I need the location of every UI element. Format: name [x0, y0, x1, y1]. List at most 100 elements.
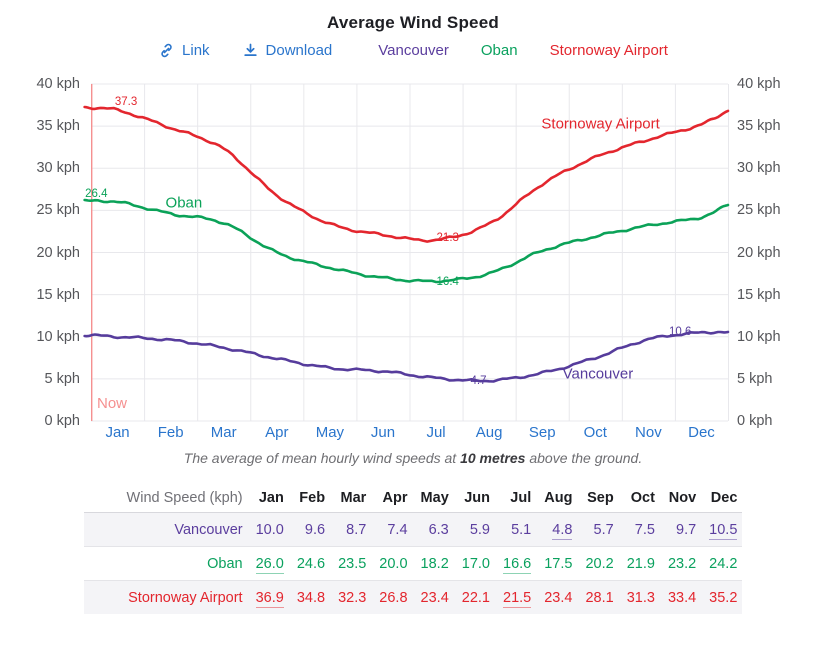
value-cell: 5.9 — [469, 521, 490, 538]
month-header: Feb — [283, 483, 326, 513]
chart-toolbar: Link Download Vancouver Oban Stornoway A… — [0, 42, 826, 59]
value-cell: 24.2 — [696, 546, 743, 581]
y-axis-right-tick: 10 kph — [737, 328, 781, 345]
wind-speed-chart: 0 kph 0 kph 5 kph 5 kph 10 kph 10 kph 15 kph 15… — [0, 64, 826, 446]
y-axis-right-tick: 30 kph — [737, 160, 781, 177]
link-button[interactable]: Link — [158, 42, 210, 59]
value-cell: 5.1 — [511, 521, 532, 538]
x-axis-month-may: May — [315, 424, 345, 441]
series-line-vancouver — [83, 330, 730, 383]
x-axis-month-apr: Apr — [265, 424, 289, 441]
value-cell: 21.5 — [490, 580, 532, 614]
value-annotation: 21.3 — [436, 232, 459, 245]
series-inline-label: Vancouver — [562, 365, 634, 383]
value-cell: 6.3 — [428, 521, 449, 538]
y-axis-left-tick: 20 kph — [36, 244, 80, 261]
chart-plot — [83, 83, 730, 422]
value-cell: 26.8 — [366, 580, 408, 614]
value-cell: 20.2 — [572, 546, 614, 581]
value-cell: 23.2 — [654, 546, 697, 581]
value-cell: 32.3 — [325, 580, 367, 614]
y-axis-right-tick: 15 kph — [737, 286, 781, 303]
value-cell: 4.8 — [552, 521, 573, 540]
month-header: Jun — [448, 483, 490, 513]
value-annotation: 26.4 — [85, 187, 108, 200]
link-label: Link — [182, 42, 210, 59]
legend-vancouver[interactable]: Vancouver — [378, 42, 449, 59]
value-cell: 23.4 — [531, 580, 573, 614]
x-axis-month-aug: Aug — [475, 424, 503, 441]
row-label: Vancouver — [174, 521, 243, 538]
value-cell: 22.1 — [448, 580, 490, 614]
value-cell: 34.8 — [283, 580, 326, 614]
row-label: Stornoway Airport — [83, 580, 243, 614]
value-cell: 17.0 — [448, 546, 490, 581]
month-header: Sep — [572, 483, 614, 513]
month-header: Jan — [242, 483, 284, 513]
value-cell: 8.7 — [346, 521, 367, 538]
row-label: Oban — [83, 546, 243, 581]
table-title: Wind Speed (kph) — [83, 483, 243, 513]
value-cell: 9.7 — [676, 521, 697, 538]
caption-height-value: 10 metres — [460, 450, 526, 466]
series-inline-label: Oban — [165, 194, 203, 212]
value-cell: 18.2 — [407, 546, 449, 581]
value-cell: 24.6 — [283, 546, 326, 581]
x-axis-month-feb: Feb — [157, 424, 184, 441]
value-cell: 23.5 — [325, 546, 367, 581]
series-line-stornoway-airport — [83, 105, 730, 243]
download-button[interactable]: Download — [242, 42, 332, 59]
x-axis-month-mar: Mar — [210, 424, 237, 441]
link-icon — [158, 42, 175, 59]
value-annotation: 16.4 — [436, 275, 459, 288]
y-axis-right-tick: 5 kph — [737, 370, 773, 387]
value-cell: 35.2 — [696, 580, 743, 614]
y-axis-left-tick: 25 kph — [36, 202, 80, 219]
x-axis-month-oct: Oct — [583, 424, 607, 441]
legend-stornoway-airport[interactable]: Stornoway Airport — [549, 42, 668, 59]
page-title: Average Wind Speed — [327, 13, 499, 32]
month-header: Mar — [325, 483, 367, 513]
value-annotation: 37.3 — [114, 95, 138, 108]
y-axis-left-tick: 0 kph — [44, 413, 80, 429]
series-line-oban — [83, 198, 730, 284]
value-cell: 31.3 — [613, 580, 655, 614]
value-cell: 10.0 — [255, 521, 284, 538]
value-cell: 33.4 — [654, 580, 697, 614]
y-axis-left-tick: 30 kph — [36, 160, 80, 177]
y-axis-left-tick: 35 kph — [36, 118, 80, 135]
x-axis-month-sep: Sep — [528, 424, 556, 441]
y-axis-left-tick: 10 kph — [36, 328, 80, 345]
month-header: Aug — [531, 483, 573, 513]
value-cell: 9.6 — [304, 521, 326, 538]
y-axis-right-tick: 35 kph — [737, 118, 781, 135]
y-axis-left-tick: 15 kph — [36, 286, 80, 303]
value-annotation: 4.7 — [470, 374, 487, 387]
x-axis-month-nov: Nov — [635, 424, 662, 441]
value-cell: 20.0 — [366, 546, 408, 581]
download-icon — [242, 42, 259, 59]
x-axis-month-jun: Jun — [370, 424, 396, 441]
x-axis-month-jan: Jan — [105, 424, 130, 441]
chart-caption: The average of mean hourly wind speeds a… — [0, 450, 826, 466]
month-header: Apr — [366, 483, 408, 513]
value-cell: 21.9 — [613, 546, 655, 581]
caption-text: The average of mean hourly wind speeds a… — [183, 450, 461, 466]
y-axis-left-tick: 40 kph — [36, 76, 80, 92]
y-axis-left-tick: 5 kph — [44, 370, 80, 387]
value-cell: 16.6 — [490, 546, 532, 581]
series-inline-label: Stornoway Airport — [541, 115, 660, 133]
caption-text-suffix: above the ground. — [525, 450, 643, 466]
value-cell: 28.1 — [572, 580, 614, 614]
legend-oban[interactable]: Oban — [480, 42, 518, 59]
x-axis-month-jul: Jul — [426, 424, 446, 441]
wind-speed-table: Wind Speed (kph) Jan Feb Mar Apr May Jun Jul Aug… — [83, 483, 743, 614]
value-cell: 36.9 — [242, 580, 284, 614]
month-header: Dec — [696, 483, 743, 513]
value-cell: 7.5 — [634, 521, 655, 538]
table-row-stornoway-airport: Stornoway Airport 36.9 34.8 32.3 26.8 23.4 22.… — [83, 580, 743, 614]
value-cell: 26.0 — [242, 546, 284, 581]
y-axis-right-tick: 25 kph — [737, 202, 781, 219]
table-header-row: Wind Speed (kph) Jan Feb Mar Apr May Jun Jul Aug… — [83, 483, 743, 513]
month-header: Oct — [613, 483, 655, 513]
